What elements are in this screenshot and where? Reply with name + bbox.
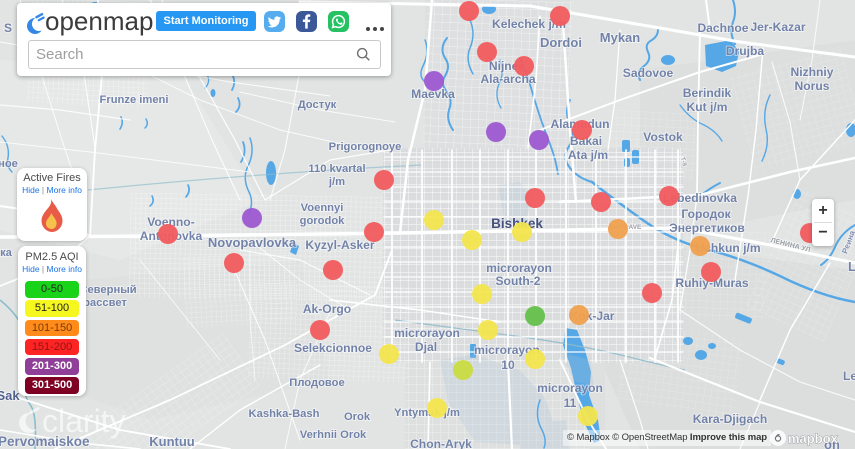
svg-text:Sak: Sak	[0, 388, 20, 403]
svg-text:Djal: Djal	[415, 340, 437, 354]
svg-text:11: 11	[564, 396, 577, 410]
svg-text:Т-9: Т-9	[679, 157, 687, 168]
svg-text:Frunze imeni: Frunze imeni	[100, 94, 169, 106]
svg-text:Плодовое: Плодовое	[289, 377, 344, 389]
svg-text:microrayon: microrayon	[474, 343, 540, 357]
svg-text:Jer-Kazar: Jer-Kazar	[750, 20, 805, 34]
svg-text:Sadovoe: Sadovoe	[623, 66, 674, 80]
svg-text:microrayon: microrayon	[394, 326, 460, 340]
svg-text:microrayon: microrayon	[486, 261, 552, 275]
svg-text:Orok: Orok	[344, 411, 371, 423]
svg-text:рассвет: рассвет	[83, 297, 127, 309]
svg-text:Berindik: Berindik	[683, 86, 732, 100]
svg-text:Drujba: Drujba	[726, 44, 765, 58]
svg-text:Verhnii Orok: Verhnii Orok	[300, 429, 367, 441]
svg-text:microrayon: microrayon	[537, 381, 603, 395]
svg-text:Городок: Городок	[681, 207, 731, 221]
svg-text:Yntymak j/m: Yntymak j/m	[394, 407, 460, 419]
svg-text:Maevka: Maevka	[411, 87, 455, 101]
svg-text:Ata j/m: Ata j/m	[568, 148, 608, 162]
svg-text:Ruhiy-Muras: Ruhiy-Muras	[675, 276, 749, 290]
svg-text:gorodok: gorodok	[300, 215, 346, 227]
svg-text:Novopavlovka: Novopavlovka	[208, 235, 297, 250]
svg-text:10: 10	[501, 358, 515, 372]
svg-text:on: on	[824, 437, 840, 449]
svg-text:Kelechek j/m: Kelechek j/m	[492, 17, 566, 31]
svg-text:mapbox: mapbox	[788, 431, 839, 446]
svg-text:j/m: j/m	[328, 176, 345, 188]
svg-text:Ak-Orgo: Ak-Orgo	[303, 302, 351, 316]
svg-text:Chon-Aryk: Chon-Aryk	[410, 437, 472, 449]
svg-text:South-2: South-2	[495, 274, 540, 288]
svg-text:Kyzyl-Asker: Kyzyl-Asker	[305, 238, 375, 252]
svg-text:Достук: Достук	[298, 99, 337, 111]
svg-text:Kashka-Bash: Kashka-Bash	[249, 408, 320, 420]
svg-text:Le: Le	[843, 369, 855, 383]
svg-text:Dordoi: Dordoi	[540, 35, 582, 50]
svg-text:Nizhniy: Nizhniy	[790, 65, 833, 79]
svg-text:Selekcionnoe: Selekcionnoe	[294, 341, 372, 355]
svg-text:ка: ка	[0, 247, 13, 259]
svg-text:110 kvartal: 110 kvartal	[308, 163, 365, 175]
svg-text:L: L	[848, 259, 855, 274]
svg-text:Uchkun j/m: Uchkun j/m	[695, 241, 760, 255]
svg-text:Северный: Северный	[79, 284, 136, 296]
svg-text:Pervomaiskoe: Pervomaiskoe	[0, 434, 90, 449]
svg-text:Kuntuu: Kuntuu	[149, 434, 195, 449]
svg-text:Энергетиков: Энергетиков	[669, 221, 745, 235]
svg-text:Norus: Norus	[795, 79, 830, 93]
svg-text:Voennyi: Voennyi	[301, 202, 344, 214]
svg-text:Dachnoe: Dachnoe	[697, 21, 748, 35]
svg-text:Voenno-: Voenno-	[147, 215, 194, 229]
svg-text:Kara-Djigach: Kara-Djigach	[693, 412, 768, 426]
svg-text:Prigorognoye: Prigorognoye	[329, 141, 402, 153]
svg-text:Kut j/m: Kut j/m	[687, 100, 728, 114]
svg-text:Vostok: Vostok	[643, 130, 683, 144]
svg-text:S: S	[4, 21, 12, 35]
svg-text:Lebedinovka: Lebedinovka	[663, 191, 737, 205]
svg-text:ное: ное	[0, 158, 18, 170]
svg-text:Mykan: Mykan	[600, 30, 641, 45]
